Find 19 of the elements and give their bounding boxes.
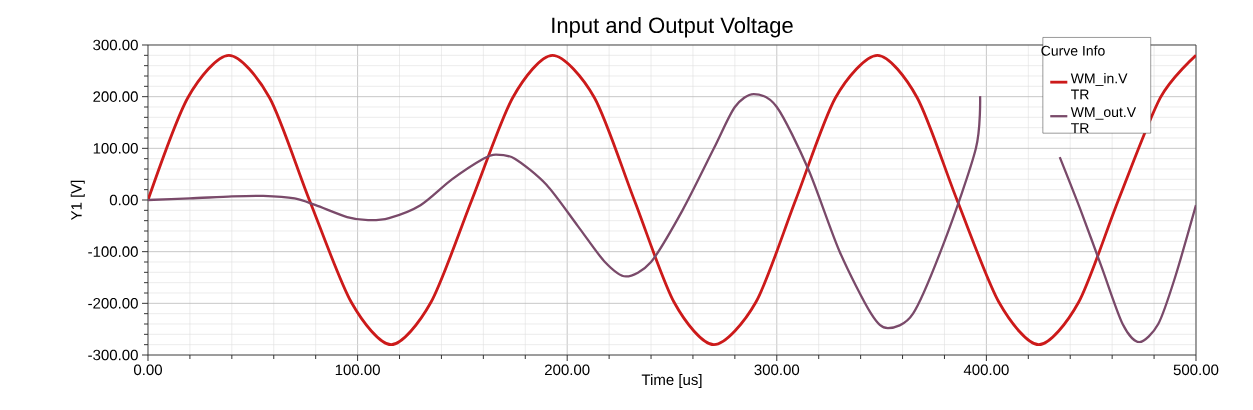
y-tick-label: -200.00 (88, 298, 138, 309)
x-tick-label: 500.00 (1173, 364, 1219, 376)
x-axis-title: Time [us] (641, 374, 702, 388)
chart-title: Input and Output Voltage (552, 16, 793, 38)
x-tick-label: 200.00 (545, 364, 590, 376)
y-tick-label: 0.00 (109, 194, 138, 206)
y-tick-label: -300.00 (88, 349, 138, 361)
legend-label: WM_in.V TR (1070, 73, 1128, 100)
x-tick-label: 400.00 (963, 364, 1009, 376)
y-tick-label: 300.00 (93, 39, 138, 51)
legend-title: Curve Info (1041, 45, 1105, 56)
x-tick-label: 100.00 (335, 364, 380, 376)
y-tick-label: -100.00 (88, 246, 138, 257)
y-axis-title: Y1 [V] (70, 180, 85, 221)
x-tick-label: 300.00 (754, 364, 800, 376)
legend-label: WM_out.V TR (1070, 107, 1137, 133)
y-tick-label: 200.00 (93, 91, 138, 102)
x-tick-label: 0.00 (133, 364, 162, 376)
y-tick-label: 100.00 (93, 143, 138, 154)
